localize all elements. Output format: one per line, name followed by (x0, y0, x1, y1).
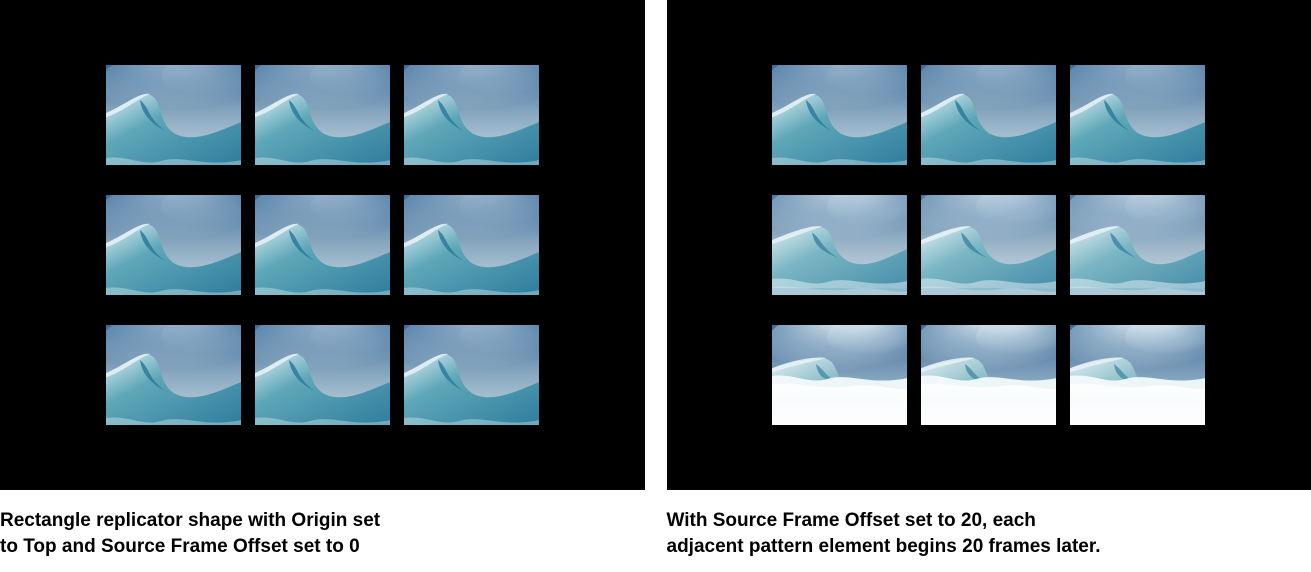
thumb-row (772, 65, 1205, 165)
wave-thumbnail (1070, 65, 1205, 165)
wave-thumbnail (772, 65, 907, 165)
wave-thumbnail (921, 65, 1056, 165)
caption-text: to Top and Source Frame Offset set to 0 (0, 536, 360, 557)
wave-thumbnail (106, 325, 241, 425)
canvas-left (0, 0, 645, 490)
figure-container: Rectangle replicator shape with Origin s… (0, 0, 1311, 559)
thumb-row (106, 65, 539, 165)
wave-thumbnail (772, 325, 907, 425)
thumb-row (106, 325, 539, 425)
wave-thumbnail (921, 195, 1056, 295)
thumb-row (106, 195, 539, 295)
wave-thumbnail (1070, 195, 1205, 295)
wave-thumbnail (404, 65, 539, 165)
wave-thumbnail (921, 325, 1056, 425)
wave-thumbnail (106, 65, 241, 165)
thumb-row (772, 325, 1205, 425)
panel-left: Rectangle replicator shape with Origin s… (0, 0, 645, 559)
canvas-right (667, 0, 1311, 490)
caption-text: With Source Frame Offset set to 20, each (667, 510, 1036, 531)
thumb-row (772, 195, 1205, 295)
wave-thumbnail (772, 195, 907, 295)
wave-thumbnail (404, 325, 539, 425)
wave-thumbnail (404, 195, 539, 295)
wave-thumbnail (255, 325, 390, 425)
wave-thumbnail (1070, 325, 1205, 425)
wave-thumbnail (255, 195, 390, 295)
caption-right: With Source Frame Offset set to 20, each… (667, 508, 1260, 559)
caption-text: adjacent pattern element begins 20 frame… (667, 536, 1101, 557)
wave-thumbnail (255, 65, 390, 165)
caption-text: Rectangle replicator shape with Origin s… (0, 510, 380, 531)
panel-right: With Source Frame Offset set to 20, each… (667, 0, 1311, 559)
wave-thumbnail (106, 195, 241, 295)
caption-left: Rectangle replicator shape with Origin s… (0, 508, 593, 559)
